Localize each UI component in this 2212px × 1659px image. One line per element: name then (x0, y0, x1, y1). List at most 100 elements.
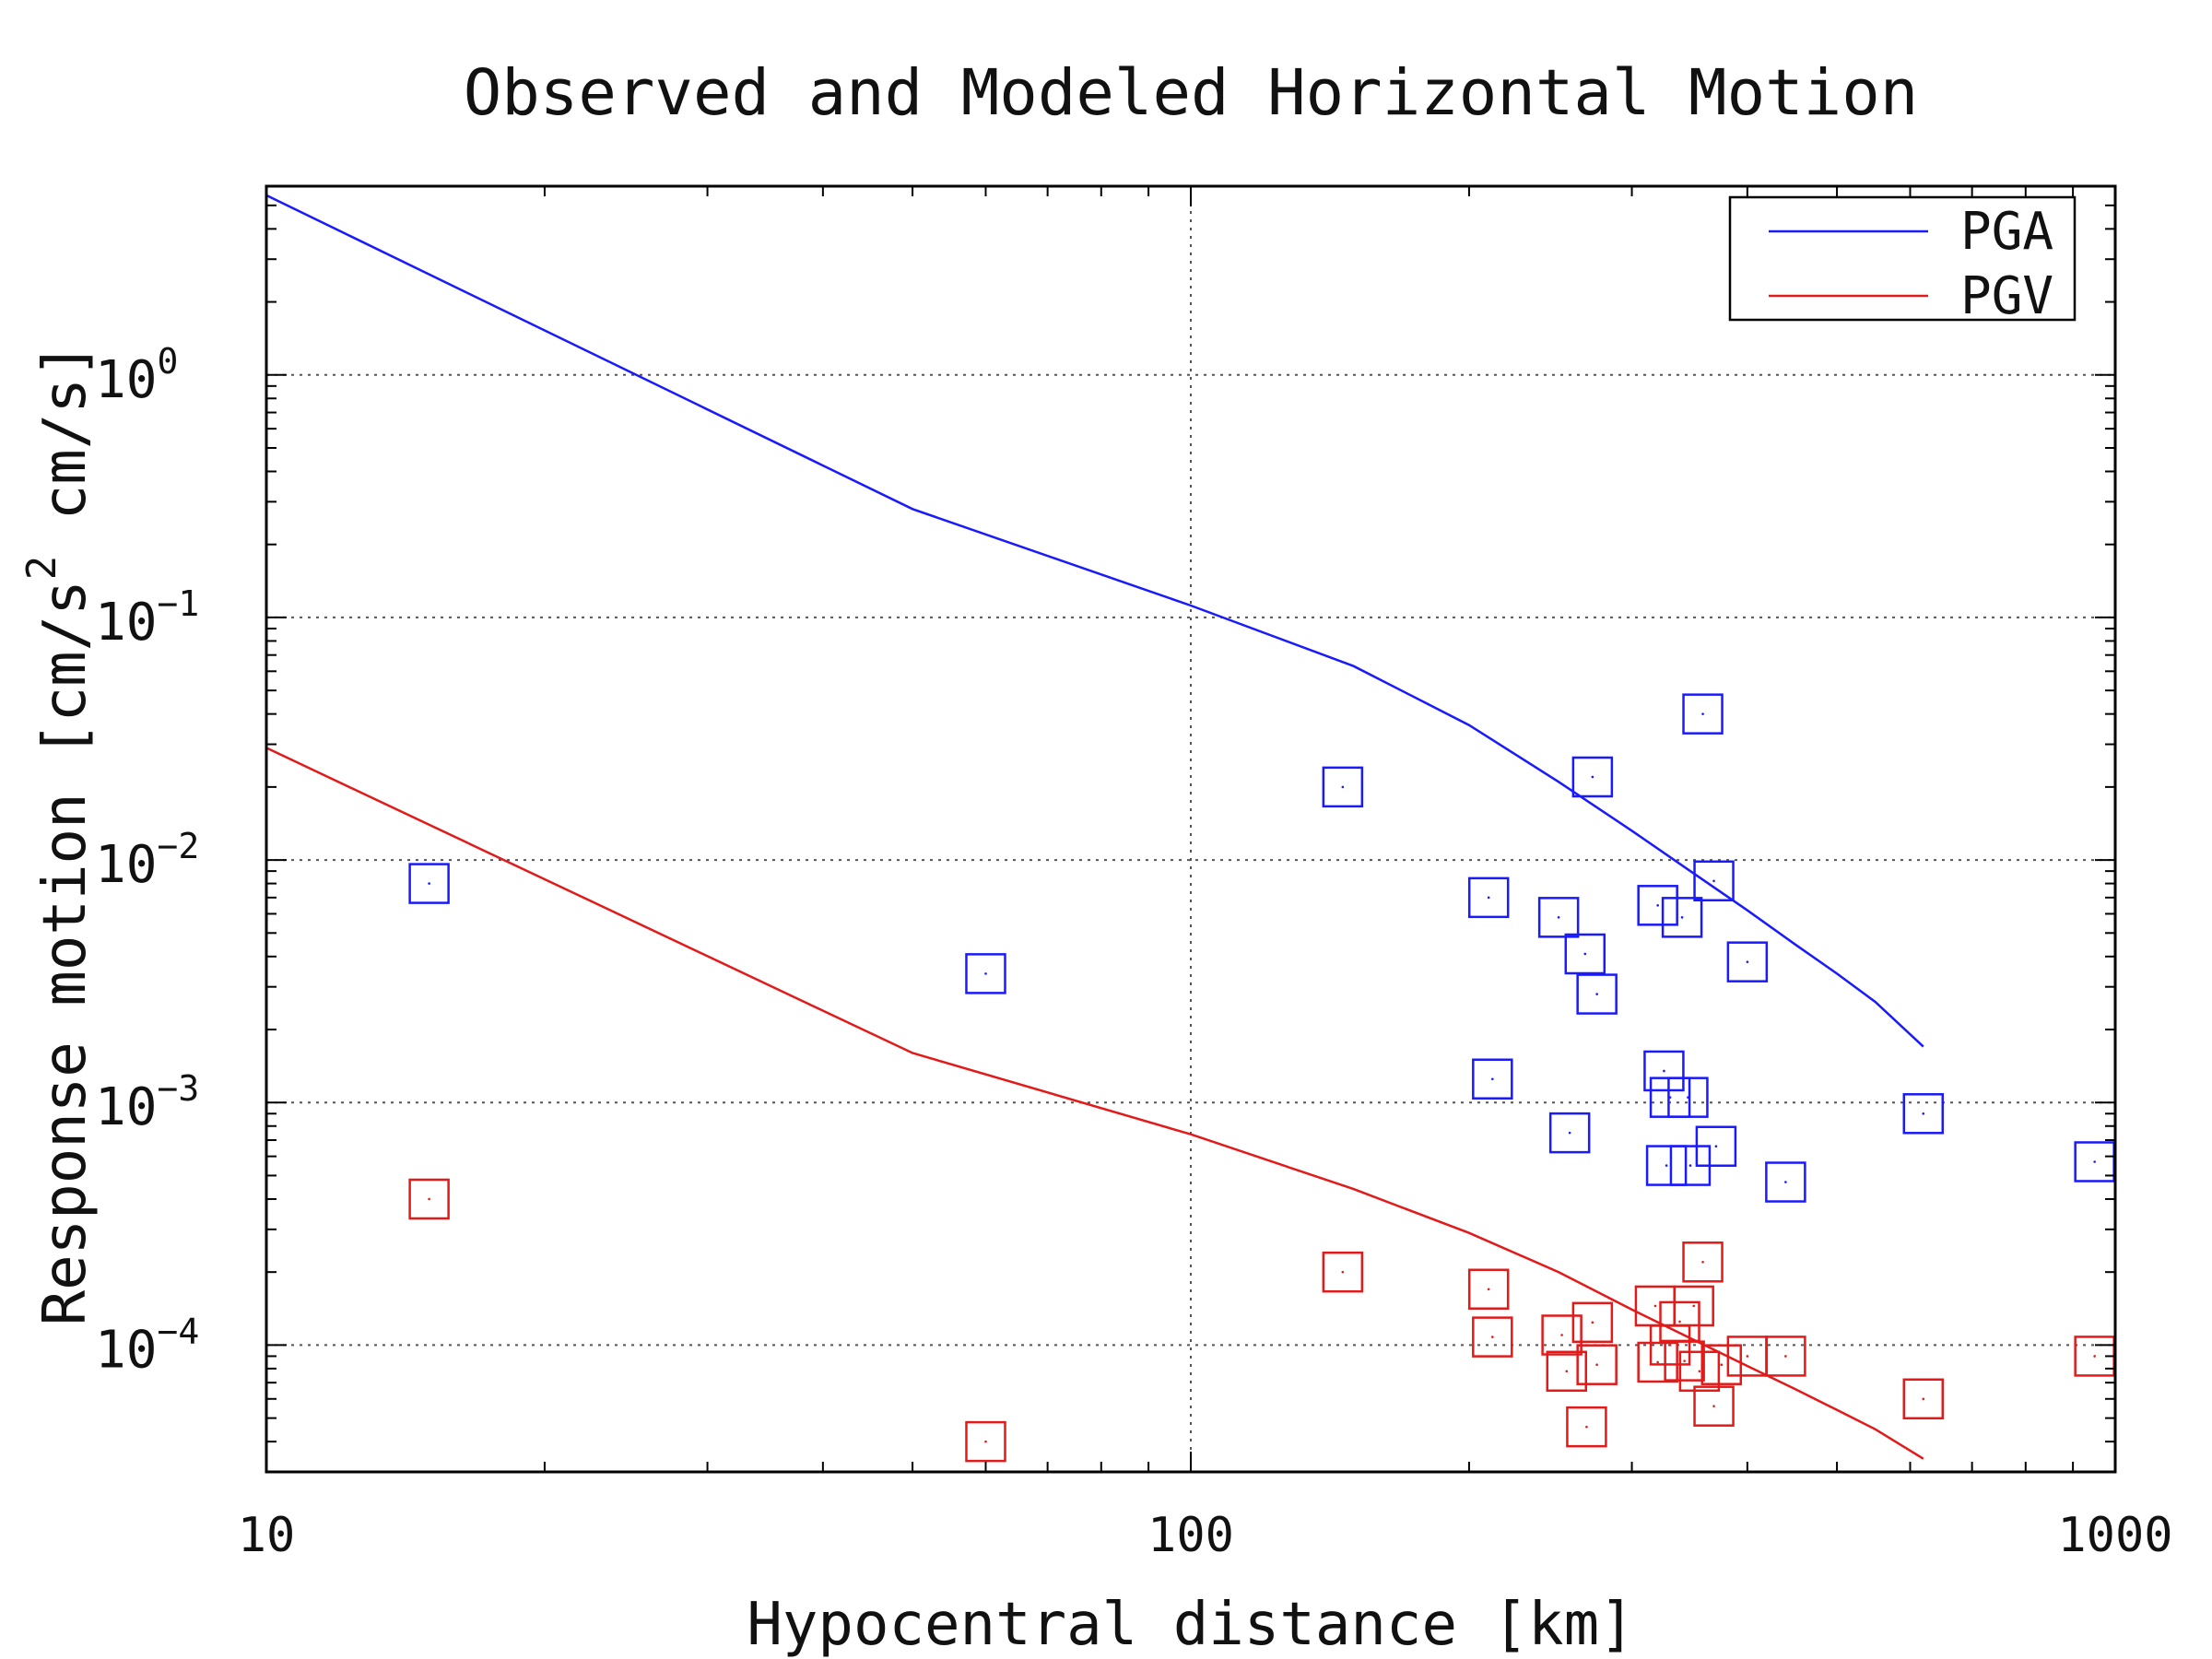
model-curves (265, 194, 1924, 1460)
pgv-observed-marker (1902, 1378, 1945, 1420)
pga-observed-marker-dot (1688, 1164, 1692, 1167)
pga-observed-marker (1322, 766, 1364, 808)
pgv-observed-marker-dot (1595, 1363, 1598, 1366)
y-tick-exponent: 0 (157, 341, 178, 382)
pgv-observed-marker-dot (1692, 1304, 1696, 1308)
pga-observed-marker (1637, 885, 1678, 926)
y-tick-label: 100 (95, 341, 178, 410)
pgv-observed-marker (1693, 1385, 1735, 1427)
x-tick-label: 1000 (2057, 1508, 2172, 1563)
pgv-observed-marker-dot (1565, 1370, 1569, 1373)
pgv-observed-marker (1700, 1344, 1743, 1385)
x-tick-labels: 10 100 1000 (238, 1508, 2173, 1563)
pgv-observed-marker (1637, 1341, 1678, 1383)
pgv-observed-marker-dot (1656, 1360, 1659, 1364)
y-tick-label: 10−2 (95, 826, 199, 895)
pga-observed-marker (1765, 1161, 1806, 1203)
pgv-observed-marker (1571, 1301, 1614, 1344)
y-tick-base: 10 (95, 350, 157, 410)
pgv-observed-marker-dot (1678, 1320, 1681, 1324)
pgv-observed-marker-dot (1701, 1260, 1704, 1264)
model-curve-pgv (265, 747, 1924, 1460)
pga-observed-marker (1667, 1077, 1709, 1118)
pga-observed-marker (1661, 897, 1703, 938)
pgv-observed-marker (1765, 1335, 1806, 1377)
pga-observed-marker-dot (1487, 896, 1490, 900)
pga-observed-marker-dot (1557, 916, 1560, 919)
y-axis-label: Response motion [cm/s2 cm/s] (18, 343, 100, 1326)
pga-observed-marker (1643, 1050, 1685, 1092)
pga-observed-marker-dot (1595, 993, 1598, 995)
pga-observed-marker-dot (984, 972, 987, 975)
pga-observed-marker (965, 953, 1006, 994)
y-tick-label: 10−3 (95, 1068, 199, 1137)
pgv-observed-marker-dot (2093, 1355, 2096, 1358)
y-tick-label: 10−1 (95, 583, 199, 653)
pgv-observed-marker-dot (1683, 1359, 1686, 1362)
pgv-observed-marker (965, 1420, 1006, 1463)
pgv-observed-marker (1541, 1314, 1583, 1356)
pga-observed-marker (1902, 1093, 1945, 1135)
pgv-observed-marker-dot (1922, 1397, 1925, 1401)
pgv-observed-marker-dot (1560, 1334, 1563, 1336)
y-axis-label-main: Response motion [cm/s (31, 580, 100, 1325)
chart-title: Observed and Modeled Horizontal Motion (464, 56, 1919, 130)
pga-observed-marker-dot (1665, 1164, 1668, 1167)
pgv-observed-marker-dot (984, 1440, 987, 1443)
pga-observed-marker (1695, 1125, 1737, 1167)
pgv-observed-marker-dot (1585, 1425, 1588, 1429)
pga-observed-marker (1548, 1112, 1591, 1154)
pga-observed-marker-dot (428, 882, 430, 885)
pgv-observed-marker-dot (1341, 1270, 1345, 1274)
pgv-observed-marker-dot (1784, 1355, 1787, 1358)
pga-observed-marker-dot (1656, 904, 1659, 907)
pga-observed-marker-dot (1712, 879, 1715, 883)
y-tick-exponent: −2 (157, 826, 199, 866)
pgv-observed-marker-dot (428, 1197, 430, 1201)
pga-observed-marker (1576, 973, 1618, 1015)
pga-observed-marker-dot (2093, 1160, 2096, 1163)
pga-observed-marker-dot (1746, 960, 1749, 963)
pga-observed-marker-dot (1591, 775, 1594, 779)
y-tick-exponent: −1 (157, 583, 199, 624)
pga-observed-marker-dot (1680, 916, 1684, 919)
pgv-observed-marker (1682, 1241, 1724, 1283)
pgv-observed-marker (1546, 1350, 1588, 1393)
pgv-observed-marker-dot (1720, 1363, 1724, 1366)
pga-observed-marker (408, 863, 450, 904)
pga-observed-marker-dot (1341, 785, 1345, 789)
y-tick-base: 10 (95, 835, 157, 895)
pgv-observed-marker-dot (1653, 1304, 1657, 1308)
pga-observed-marker-dot (1568, 1131, 1571, 1135)
x-axis-label: Hypocentral distance [km] (747, 1591, 1634, 1659)
pga-observed-marker (1571, 756, 1614, 798)
pgv-observed-marker (1322, 1251, 1364, 1293)
y-tick-base: 10 (95, 1077, 157, 1137)
legend-label-pgv: PGV (1960, 266, 2053, 326)
grid (266, 186, 2115, 1472)
pga-observed-marker (1564, 933, 1606, 975)
pga-observed-marker (1726, 941, 1769, 982)
pgv-observed-marker-dot (1698, 1370, 1701, 1373)
y-axis-label-superscript: 2 (18, 556, 65, 581)
pga-observed-marker-dot (1491, 1077, 1494, 1081)
pgv-observed-marker (1566, 1406, 1607, 1448)
pgv-observed-marker-dot (1668, 1344, 1672, 1347)
y-axis-label-tail: cm/s] (31, 343, 100, 556)
axis-ticks (265, 185, 2115, 1473)
pga-observed-marker-dot (1663, 1069, 1665, 1073)
pgv-observed-marker-dot (1487, 1288, 1490, 1291)
y-tick-label: 10−4 (95, 1311, 199, 1380)
pga-observed-marker (1645, 1145, 1688, 1186)
pga-observed-marker-dot (1687, 1096, 1689, 1099)
pgv-observed-marker (1664, 1340, 1705, 1382)
pga-observed-marker-dot (1583, 952, 1587, 956)
pgv-observed-marker-dot (1746, 1355, 1749, 1358)
pgv-observed-marker (1649, 1324, 1691, 1366)
pga-observed-marker (1537, 897, 1580, 938)
y-tick-base: 10 (95, 593, 157, 653)
pgv-observed-marker-dot (1591, 1321, 1594, 1324)
